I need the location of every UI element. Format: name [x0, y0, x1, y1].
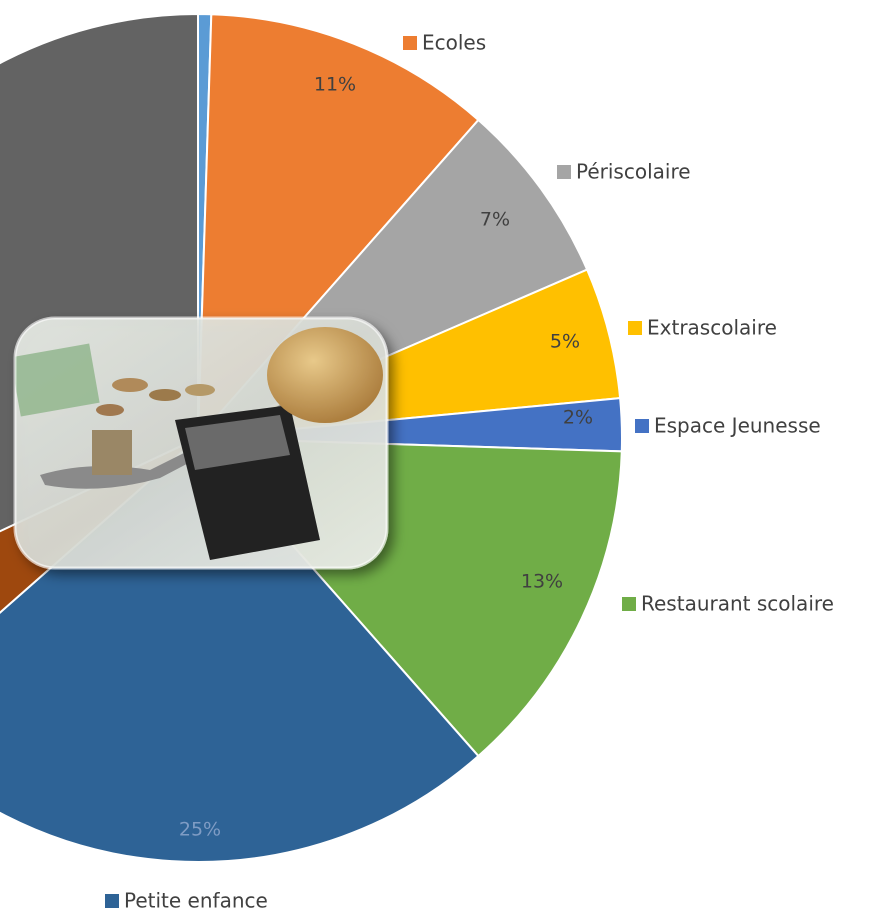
slice-value-label: 11%	[314, 74, 356, 96]
legend-label: Petite enfance	[124, 889, 268, 913]
slice-value-label: 7%	[480, 209, 510, 231]
slice-value-label: 5%	[550, 331, 580, 353]
photo-overlay	[13, 316, 389, 570]
slice-value-label: 2%	[563, 407, 593, 429]
slice-value-label: 13%	[521, 571, 563, 593]
legend-label: Restaurant scolaire	[641, 592, 834, 616]
legend-label: Ecoles	[422, 31, 486, 55]
legend-swatch	[622, 597, 636, 611]
legend-label: Extrascolaire	[647, 316, 777, 340]
legend-swatch	[628, 321, 642, 335]
legend-label: Espace Jeunesse	[654, 414, 821, 438]
legend-swatch	[105, 894, 119, 908]
legend-swatch	[557, 165, 571, 179]
slice-value-label: 25%	[179, 819, 221, 841]
legend-swatch	[403, 36, 417, 50]
legend-swatch	[635, 419, 649, 433]
legend-label: Périscolaire	[576, 160, 691, 184]
